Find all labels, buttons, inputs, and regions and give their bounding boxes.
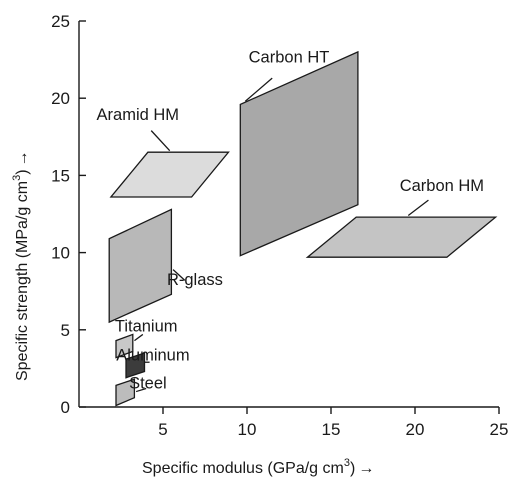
material-region: [109, 151, 230, 198]
material-label: Aramid HM: [97, 106, 180, 124]
material-label: Steel: [129, 374, 167, 392]
x-ticks: 5 10 15 20 25: [158, 407, 508, 439]
material-label: Aluminum: [116, 347, 189, 365]
material-region: [125, 352, 146, 379]
leader-line: [407, 199, 429, 217]
y-tick-label: 0: [61, 398, 70, 417]
x-tick-label: 20: [406, 420, 425, 439]
material-label: R-glass: [167, 271, 223, 289]
material-r-glass: R-glass: [108, 208, 223, 324]
material-region: [115, 378, 136, 407]
x-axis-title: Specific modulus (GPa/g cm3) →: [142, 457, 374, 477]
leader-line: [150, 130, 171, 152]
y-axis-title: Specific strength (MPa/g cm3)→: [11, 150, 31, 381]
leader-line: [172, 269, 186, 281]
y-ticks: 0 5 10 15 20 25: [51, 12, 86, 417]
material-region: [305, 216, 498, 258]
material-label: Carbon HT: [249, 49, 330, 67]
y-tick-label: 25: [51, 12, 70, 31]
material-region: [108, 208, 173, 324]
material-steel: Steel: [115, 374, 167, 407]
x-tick-label: 25: [490, 420, 509, 439]
plot-area: Carbon HT Aramid HM Carbon HM R-glass Titani…: [97, 49, 498, 407]
material-region: [239, 50, 359, 257]
y-tick-label: 5: [61, 321, 70, 340]
leader-line: [134, 333, 144, 342]
material-carbon-hm: Carbon HM: [305, 177, 498, 258]
leader-line: [135, 387, 147, 393]
material-label: Carbon HM: [400, 177, 484, 195]
y-tick-label: 15: [51, 166, 70, 185]
y-tick-label: 10: [51, 244, 70, 263]
material-aramid-hm: Aramid HM: [97, 106, 230, 198]
material-region: [115, 333, 134, 359]
axes: 5 10 15 20 25 0 5 10 15 20 25: [51, 12, 508, 439]
material-aluminum: Aluminum: [116, 347, 190, 379]
x-tick-label: 5: [158, 420, 167, 439]
material-titanium: Titanium: [115, 317, 178, 359]
y-tick-label: 20: [51, 89, 70, 108]
material-label: Titanium: [115, 317, 178, 335]
x-tick-label: 10: [238, 420, 257, 439]
leader-line: [244, 77, 273, 102]
x-tick-label: 15: [322, 420, 341, 439]
material-carbon-ht: Carbon HT: [239, 49, 359, 257]
